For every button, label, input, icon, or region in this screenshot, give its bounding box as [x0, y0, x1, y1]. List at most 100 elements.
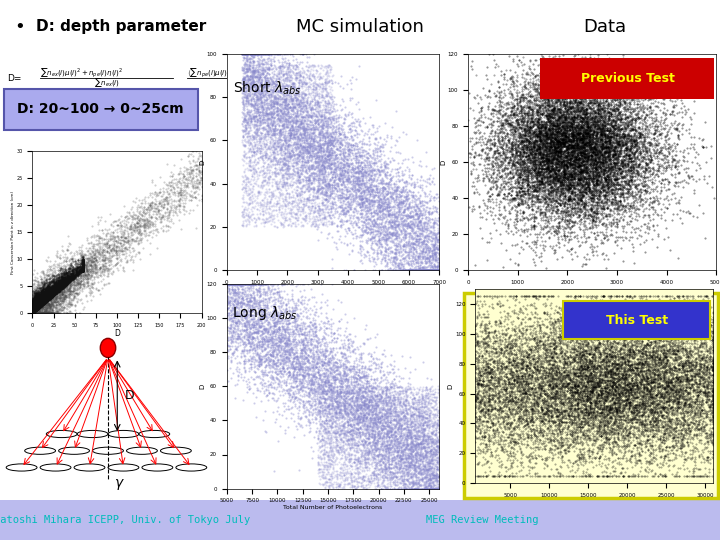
Point [492, 191, 503, 199]
Point [65, 280, 76, 288]
Point [178, 194, 189, 202]
Point [500, 388, 511, 397]
Point [572, 153, 584, 161]
Point [177, 198, 189, 207]
Point [494, 354, 505, 363]
Point [615, 322, 626, 331]
Point [328, 166, 339, 175]
Point [41, 295, 53, 303]
Point [248, 319, 259, 327]
Point [618, 411, 629, 420]
Point [278, 132, 289, 141]
Point [696, 396, 708, 405]
Point [553, 222, 564, 231]
Point [580, 371, 591, 380]
Point [562, 179, 574, 187]
Point [587, 172, 598, 181]
Point [308, 357, 320, 366]
Point [526, 169, 537, 178]
Point [242, 50, 253, 58]
Point [595, 89, 607, 97]
Point [433, 266, 445, 274]
Point [337, 178, 348, 186]
Point [671, 402, 683, 410]
Point [523, 186, 534, 195]
Point [259, 76, 271, 85]
Point [576, 116, 588, 125]
Point [36, 299, 48, 307]
Point [667, 340, 679, 349]
Point [34, 300, 45, 308]
Point [99, 240, 110, 248]
Point [98, 253, 109, 261]
Point [585, 411, 597, 420]
Point [378, 471, 390, 480]
Point [288, 56, 300, 64]
Point [564, 170, 575, 179]
Point [86, 232, 98, 240]
Point [317, 220, 328, 228]
Point [604, 139, 616, 147]
Point [340, 351, 351, 360]
Point [75, 276, 86, 285]
Point [599, 379, 611, 388]
Point [394, 424, 405, 433]
Point [35, 309, 46, 318]
Point [688, 369, 700, 377]
Point [400, 177, 412, 185]
Point [178, 183, 189, 191]
Point [650, 101, 662, 110]
Point [301, 146, 312, 154]
Point [307, 393, 318, 401]
Point [571, 367, 582, 376]
Point [572, 147, 584, 156]
Point [303, 116, 315, 125]
Point [32, 302, 43, 310]
Point [615, 139, 626, 148]
Point [428, 255, 439, 264]
Point [319, 151, 330, 159]
Point [535, 106, 546, 115]
Point [610, 438, 621, 447]
Point [688, 396, 700, 405]
Point [27, 307, 38, 315]
Point [376, 408, 387, 416]
Point [595, 125, 606, 133]
Point [255, 58, 266, 67]
Point [352, 418, 364, 427]
Point [185, 168, 197, 177]
Point [253, 50, 265, 58]
Point [469, 363, 481, 372]
Point [575, 139, 587, 148]
Point [706, 330, 717, 339]
Point [362, 228, 374, 237]
Point [394, 390, 405, 399]
Point [354, 194, 365, 203]
Point [608, 132, 620, 141]
Point [548, 395, 559, 403]
Point [539, 145, 551, 154]
Point [103, 225, 114, 233]
Point [292, 279, 303, 288]
Point [676, 348, 688, 357]
Point [641, 385, 652, 394]
Point [601, 133, 613, 142]
Point [35, 302, 46, 310]
Point [257, 314, 269, 322]
Point [609, 169, 621, 178]
Point [29, 301, 40, 309]
Point [347, 475, 359, 484]
Point [564, 94, 575, 103]
Point [601, 392, 613, 400]
Point [528, 185, 540, 194]
Point [516, 131, 527, 140]
Point [562, 153, 573, 162]
Point [248, 359, 260, 368]
Point [538, 409, 549, 418]
Point [65, 274, 76, 283]
Point [35, 299, 46, 308]
Point [521, 378, 533, 387]
Point [649, 362, 661, 370]
Point [412, 423, 423, 432]
Point [659, 353, 670, 362]
